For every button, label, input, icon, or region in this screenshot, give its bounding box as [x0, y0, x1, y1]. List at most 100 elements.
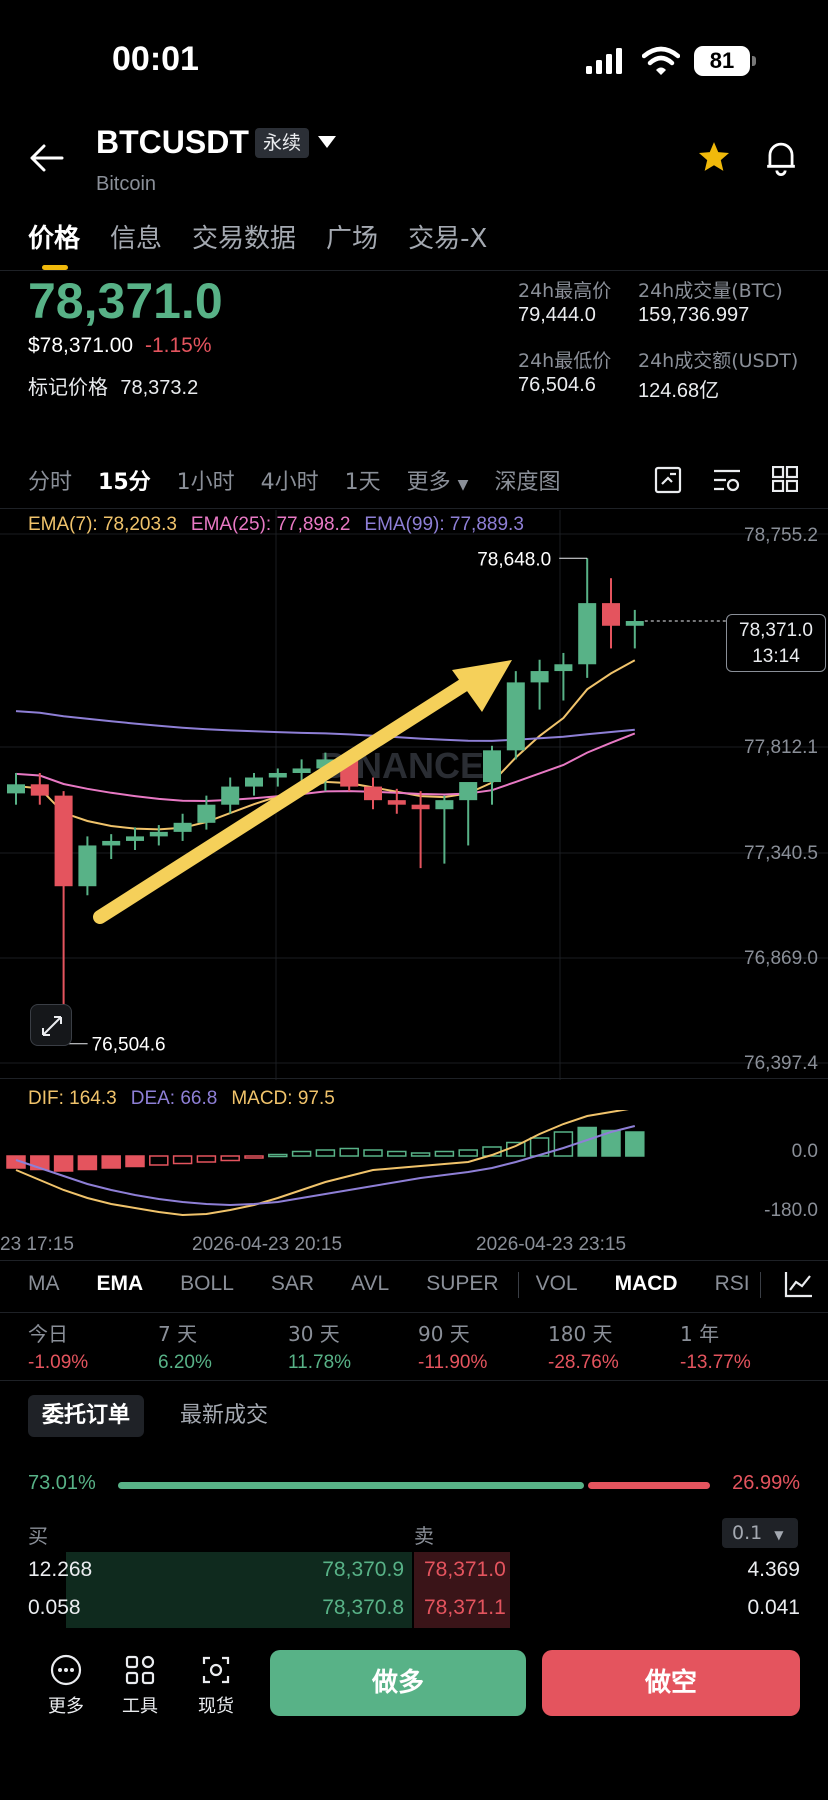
price-chart[interactable]: BINANCE 78,648.076,504.6: [0, 510, 828, 1080]
indicator-sar[interactable]: SAR: [270, 1272, 315, 1295]
price-axis-label: 78,755.2: [744, 525, 818, 546]
tab-order-book[interactable]: 委托订单: [28, 1395, 145, 1437]
candle-body: [459, 782, 478, 801]
current-price-value: 78,371.0: [739, 620, 813, 641]
indicator-ma[interactable]: MA: [28, 1272, 60, 1295]
chart-settings-icon[interactable]: [712, 466, 742, 494]
candle-body: [173, 822, 192, 832]
tab-price[interactable]: 价格: [28, 224, 81, 254]
volume-btc-value: 159,736.997: [638, 304, 750, 326]
chevron-down-icon[interactable]: [318, 136, 336, 150]
footer-more[interactable]: 更多: [36, 1654, 96, 1718]
perf-value: -13.77%: [680, 1352, 751, 1373]
macd-histogram-bar: [577, 1126, 597, 1157]
indicator-rsi[interactable]: RSI: [714, 1272, 750, 1295]
high-value: 79,444.0: [518, 304, 596, 326]
current-price-tag: 78,371.0 13:14: [726, 614, 826, 672]
caret-down-icon: ▼: [774, 1528, 784, 1542]
ask-price[interactable]: 78,371.1: [424, 1596, 506, 1619]
volume-btc-label: 24h成交量(BTC): [638, 280, 783, 302]
macd-histogram-bar: [172, 1155, 193, 1165]
perf-value: -11.90%: [418, 1352, 488, 1373]
indicator-super[interactable]: SUPER: [426, 1272, 499, 1295]
low-label: 24h最低价: [518, 350, 612, 372]
time-axis-label: 23 17:15: [0, 1234, 74, 1255]
battery-indicator: 81: [694, 46, 756, 76]
interval-more[interactable]: 更多 ▼: [407, 464, 469, 496]
fullscreen-button[interactable]: [30, 1004, 72, 1046]
more-dots-icon: [50, 1654, 82, 1686]
bell-icon[interactable]: [764, 140, 798, 176]
interval-timeline[interactable]: 分时: [28, 470, 73, 495]
depth-precision-select[interactable]: 0.1 ▼: [722, 1518, 798, 1548]
tab-square[interactable]: 广场: [326, 224, 379, 254]
dif-line: [15, 1110, 629, 1217]
sell-ratio-bar: [588, 1482, 710, 1489]
candle-body: [126, 836, 144, 841]
indicator-boll[interactable]: BOLL: [180, 1272, 234, 1295]
favorite-star-icon[interactable]: [696, 140, 732, 174]
open-long-button[interactable]: 做多: [270, 1650, 526, 1716]
open-short-button[interactable]: 做空: [542, 1650, 800, 1716]
indicator-row: MA EMA BOLL SAR AVL SUPER VOL MACD RSI: [28, 1272, 787, 1296]
macd-histogram-bar: [339, 1147, 359, 1157]
tab-info[interactable]: 信息: [110, 224, 163, 254]
macd-histogram-bar: [77, 1155, 98, 1171]
indicator-vol[interactable]: VOL: [535, 1272, 578, 1295]
price-usd: $78,371.00 -1.15%: [28, 334, 212, 358]
bid-price[interactable]: 78,370.8: [322, 1596, 404, 1619]
contract-type-badge: 永续: [255, 128, 310, 158]
indicator-settings-icon[interactable]: [654, 466, 682, 494]
macd-axis-label: -180.0: [764, 1200, 818, 1221]
expand-icon: [42, 1016, 62, 1036]
perf-value: 11.78%: [288, 1352, 352, 1373]
tab-trading-data[interactable]: 交易数据: [192, 224, 297, 254]
interval-1d[interactable]: 1天: [344, 470, 381, 495]
candle-body: [411, 804, 430, 810]
layout-grid-icon[interactable]: [772, 466, 798, 492]
candle-body: [316, 759, 335, 769]
depth-value: 0.1: [732, 1522, 763, 1544]
interval-depth[interactable]: 深度图: [494, 470, 561, 495]
chart-top-divider: [0, 508, 828, 509]
bid-depth-bar: [66, 1552, 412, 1628]
usd-value: $78,371.00: [28, 334, 134, 357]
interval-15m[interactable]: 15分: [98, 470, 151, 495]
dea-label: DEA: 66.8: [130, 1088, 218, 1109]
candle-body: [221, 786, 240, 805]
volume-usdt-value: 124.68亿: [638, 380, 720, 402]
candle-body: [78, 845, 97, 887]
candle-body: [7, 784, 25, 794]
indicator-macd[interactable]: MACD: [614, 1272, 678, 1295]
candle-body: [554, 664, 573, 672]
ema99-label: EMA(99): 77,889.3: [364, 514, 524, 535]
macd-histogram-bar: [363, 1149, 383, 1157]
footer-spot[interactable]: 现货: [186, 1654, 246, 1718]
candle-body: [149, 831, 168, 837]
macd-chart[interactable]: [0, 1110, 828, 1230]
change-percent: -1.15%: [144, 334, 212, 357]
macd-histogram-bar: [625, 1131, 645, 1157]
macd-axis-label: 0.0: [791, 1141, 818, 1162]
back-arrow-icon[interactable]: [30, 144, 64, 172]
indicator-avl[interactable]: AVL: [351, 1272, 390, 1295]
candle-body: [364, 786, 382, 801]
tab-trade-x[interactable]: 交易-X: [408, 224, 488, 254]
bid-price[interactable]: 78,370.9: [322, 1558, 404, 1581]
macd-divider: [0, 1078, 828, 1079]
interval-4h[interactable]: 4小时: [260, 470, 319, 495]
indicator-chart-icon[interactable]: [784, 1270, 814, 1298]
tools-grid-icon: [125, 1655, 155, 1685]
ema7-label: EMA(7): 78,203.3: [28, 514, 177, 535]
interval-more-label: 更多: [406, 470, 451, 495]
interval-1h[interactable]: 1小时: [176, 470, 235, 495]
mark-price-value: 78,373.2: [120, 377, 199, 399]
symbol-title[interactable]: BTCUSDT: [96, 124, 249, 160]
footer-tools[interactable]: 工具: [110, 1654, 170, 1718]
dea-line: [15, 1125, 636, 1207]
indicator-ema[interactable]: EMA: [96, 1272, 144, 1295]
ask-price[interactable]: 78,371.0: [424, 1558, 506, 1581]
tab-recent-trades[interactable]: 最新成交: [180, 1403, 269, 1428]
buy-column-label: 买: [28, 1524, 48, 1548]
candle-body: [435, 800, 454, 810]
